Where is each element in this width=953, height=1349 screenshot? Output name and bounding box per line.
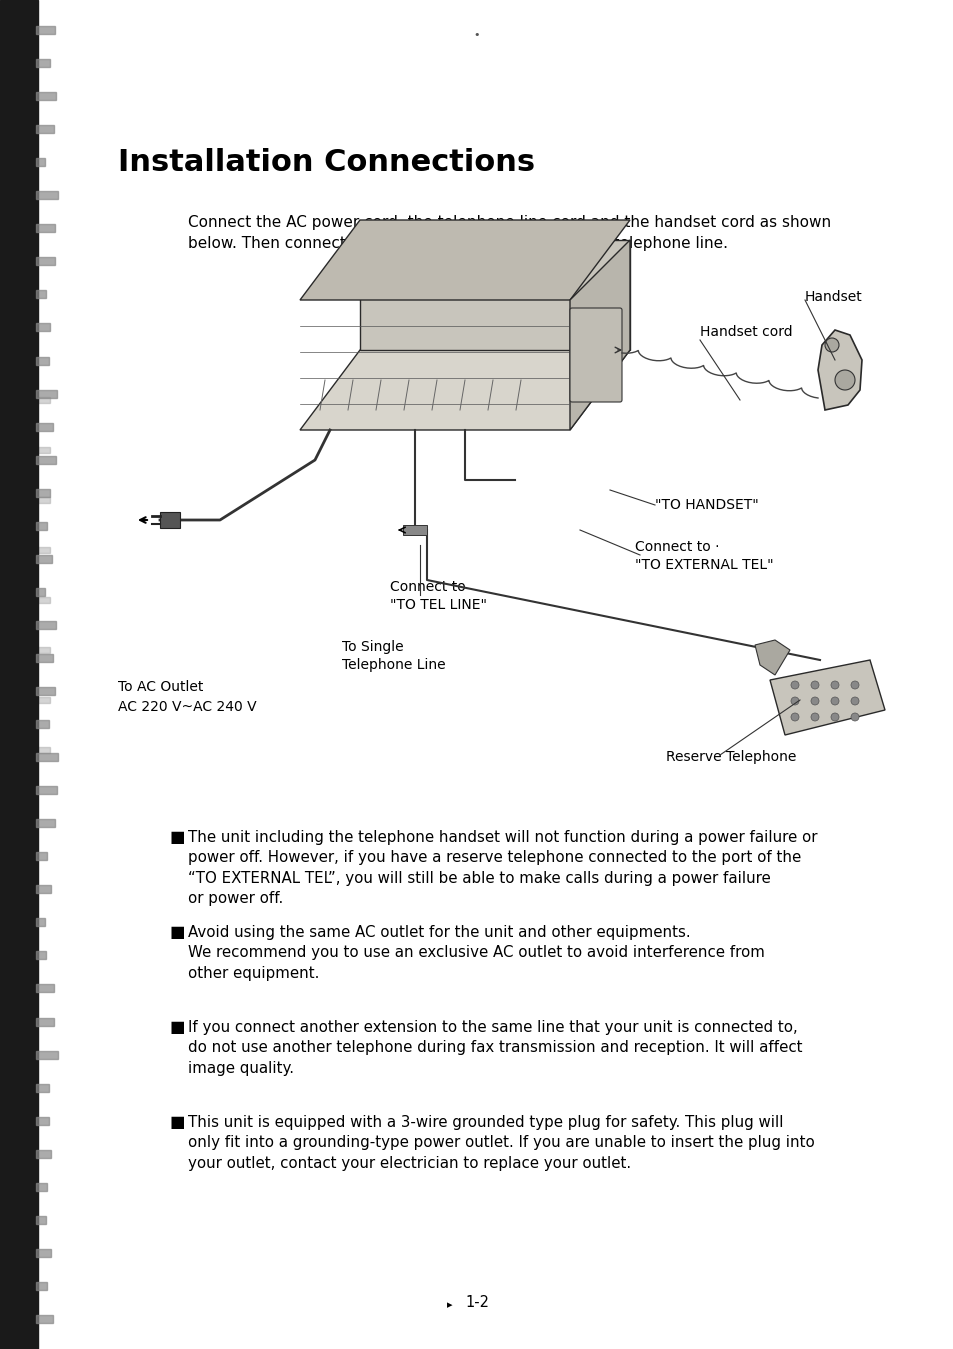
Text: 1-2: 1-2 [464, 1295, 489, 1310]
Text: Handset: Handset [804, 290, 862, 304]
Text: The unit including the telephone handset will not function during a power failur: The unit including the telephone handset… [188, 830, 817, 907]
Text: To Single
Telephone Line: To Single Telephone Line [341, 639, 445, 672]
Text: •: • [474, 30, 479, 40]
Circle shape [830, 681, 838, 689]
Circle shape [830, 714, 838, 720]
Polygon shape [569, 240, 629, 430]
Bar [36, 687, 54, 695]
Bar [36, 885, 51, 893]
Bar [36, 1183, 47, 1191]
Bar [36, 1215, 46, 1224]
Text: ■: ■ [170, 830, 185, 844]
Polygon shape [769, 660, 884, 735]
Circle shape [790, 681, 799, 689]
Bar [36, 1282, 47, 1290]
Bar [0, 0, 38, 1349]
Bar [36, 488, 51, 496]
Bar [36, 1083, 49, 1091]
Polygon shape [817, 331, 862, 410]
Bar [36, 522, 47, 530]
Bar [36, 456, 55, 464]
Text: Reserve Telephone: Reserve Telephone [665, 750, 796, 764]
Bar [36, 324, 51, 332]
Text: Connect the AC power cord, the telephone line cord and the handset cord as shown: Connect the AC power cord, the telephone… [188, 214, 830, 251]
Text: Installation Connections: Installation Connections [118, 148, 535, 177]
Bar [36, 1117, 50, 1125]
Circle shape [790, 714, 799, 720]
Circle shape [810, 681, 818, 689]
Bar [36, 951, 46, 959]
Circle shape [810, 714, 818, 720]
Bar [36, 853, 47, 861]
Circle shape [790, 697, 799, 706]
Text: ▸: ▸ [447, 1300, 453, 1310]
Polygon shape [299, 220, 629, 299]
Circle shape [810, 697, 818, 706]
Bar [36, 1249, 51, 1257]
Bar [36, 985, 53, 993]
Bar [38, 546, 50, 553]
Bar [36, 753, 57, 761]
Bar [402, 525, 427, 536]
Text: Connect to ·
"TO EXTERNAL TEL": Connect to · "TO EXTERNAL TEL" [635, 540, 773, 572]
Text: ■: ■ [170, 925, 185, 940]
FancyBboxPatch shape [569, 308, 621, 402]
Bar [38, 397, 50, 403]
Bar [36, 588, 45, 596]
Bar [36, 158, 46, 166]
Polygon shape [754, 639, 789, 674]
Circle shape [834, 370, 854, 390]
Text: Avoid using the same AC outlet for the unit and other equipments.
We recommend y: Avoid using the same AC outlet for the u… [188, 925, 764, 981]
Text: To AC Outlet: To AC Outlet [118, 680, 203, 693]
Bar [36, 720, 49, 728]
Bar [36, 786, 56, 795]
Bar [38, 496, 50, 503]
Bar [36, 554, 51, 563]
Bar [36, 621, 55, 629]
Text: This unit is equipped with a 3-wire grounded type plug for safety. This plug wil: This unit is equipped with a 3-wire grou… [188, 1116, 814, 1171]
Text: "TO HANDSET": "TO HANDSET" [655, 498, 758, 513]
Bar [36, 26, 54, 34]
Circle shape [824, 339, 838, 352]
Bar [36, 1051, 57, 1059]
Bar [38, 697, 50, 703]
Bar [36, 356, 50, 364]
Bar [36, 390, 57, 398]
Text: Connect to
"TO TEL LINE": Connect to "TO TEL LINE" [390, 580, 486, 612]
Circle shape [850, 681, 858, 689]
Bar [36, 919, 45, 927]
Bar [36, 422, 53, 430]
Text: AC 220 V~AC 240 V: AC 220 V~AC 240 V [118, 700, 256, 714]
Bar [36, 1315, 53, 1323]
Bar [36, 125, 53, 134]
Bar [36, 224, 54, 232]
Polygon shape [299, 349, 629, 430]
Circle shape [850, 697, 858, 706]
Bar [38, 648, 50, 653]
Bar [36, 1149, 51, 1157]
Circle shape [830, 697, 838, 706]
Bar [36, 59, 51, 67]
Bar [36, 819, 55, 827]
Bar [36, 192, 57, 200]
Bar [36, 258, 55, 266]
Bar [36, 1017, 54, 1025]
Bar [36, 654, 52, 662]
Bar [38, 447, 50, 453]
Bar [38, 747, 50, 753]
Text: ■: ■ [170, 1020, 185, 1035]
Bar [36, 290, 46, 298]
Text: If you connect another extension to the same line that your unit is connected to: If you connect another extension to the … [188, 1020, 801, 1075]
Bar [36, 92, 56, 100]
Bar [160, 513, 180, 527]
Polygon shape [359, 240, 629, 349]
Text: ■: ■ [170, 1116, 185, 1130]
Circle shape [850, 714, 858, 720]
Bar [38, 598, 50, 603]
Text: Handset cord: Handset cord [700, 325, 792, 339]
